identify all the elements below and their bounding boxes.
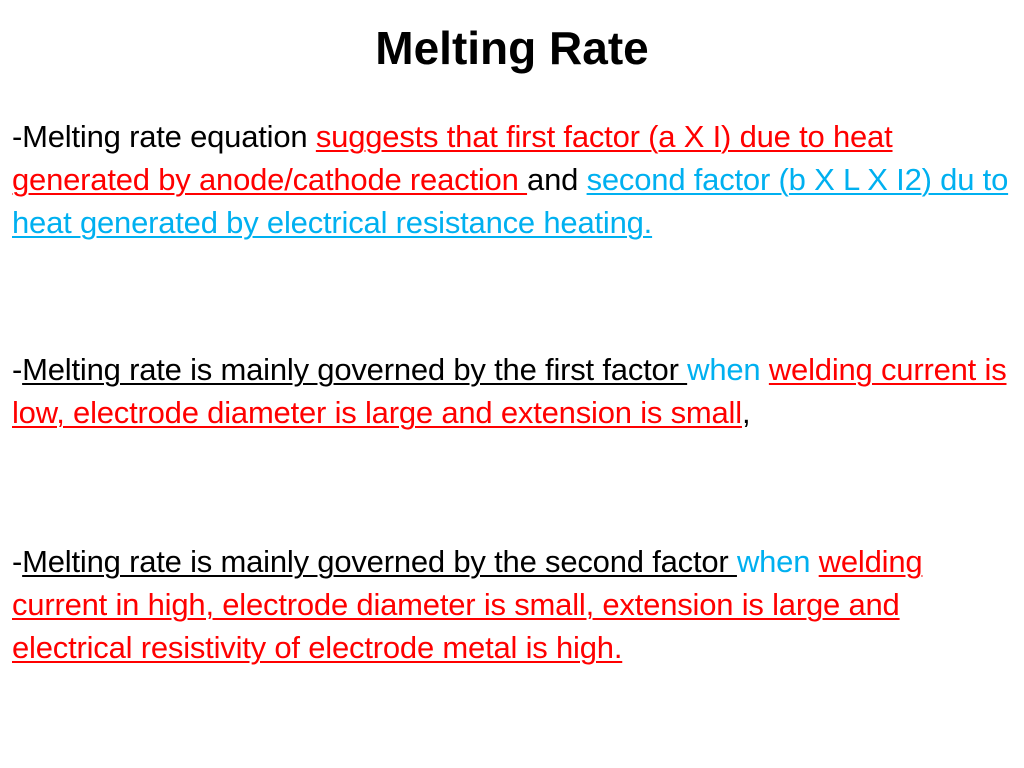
paragraph-1-connector-text: and — [527, 162, 587, 197]
paragraph-2-comma: , — [741, 395, 751, 430]
paragraph-1-second-factor-text: second factor (b X L X I2) du to heat ge… — [12, 162, 1009, 240]
paragraph-2-condition-text: welding current is low, electrode diamet… — [12, 352, 1007, 430]
paragraph-2-when-text: when — [687, 352, 769, 387]
paragraph-3-when-text: when — [736, 544, 819, 579]
paragraph-2-dash: - — [12, 352, 23, 387]
paragraph-melting-rate-equation: -Melting rate equation suggests that fir… — [12, 115, 1014, 244]
paragraph-3-lead-text: Melting rate is mainly governed by the s… — [22, 544, 737, 579]
paragraph-1-first-factor-text: suggests that first factor (a X I) due t… — [12, 119, 893, 197]
paragraph-2-lead-text: Melting rate is mainly governed by the f… — [22, 352, 688, 387]
slide-title: Melting Rate — [375, 22, 649, 74]
paragraph-3-condition-text: welding current in high, electrode diame… — [12, 544, 923, 665]
paragraph-1-intro-text: -Melting rate equation — [12, 119, 316, 154]
paragraph-first-factor-governed: -Melting rate is mainly governed by the … — [12, 348, 1014, 434]
paragraph-3-dash: - — [12, 544, 23, 579]
paragraph-second-factor-governed: -Melting rate is mainly governed by the … — [12, 540, 1014, 669]
